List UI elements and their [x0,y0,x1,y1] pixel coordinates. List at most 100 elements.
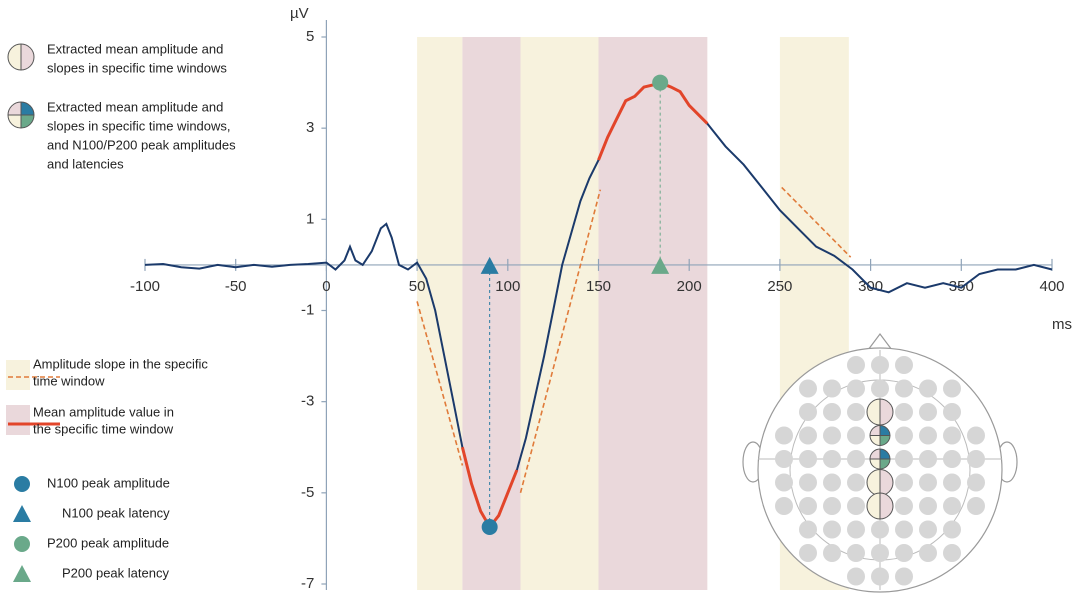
electrode [823,520,841,539]
pie-icon [21,115,34,128]
electrode [967,426,985,445]
electrode [895,426,913,445]
pie-icon [880,459,890,469]
legend-label: N100 peak amplitude [47,475,170,490]
pie-icon [880,435,890,446]
electrode [799,426,817,445]
peak-latency [651,256,670,274]
pie-icon [880,399,893,425]
legend-label: Extracted mean amplitude and [47,99,223,114]
legend-label: P200 peak latency [62,565,169,580]
electrode [895,497,913,515]
electrode [799,379,817,398]
y-tick-label: -1 [301,301,314,318]
pie-icon [880,425,890,436]
electrode [895,379,913,398]
electrode [919,520,937,539]
electrode [871,520,889,539]
x-tick-label: 100 [495,278,520,295]
electrode [871,567,889,586]
electrode [823,426,841,445]
time-window [598,37,708,590]
x-tick-label: 0 [322,278,330,295]
electrode [895,473,913,492]
electrode [847,520,865,539]
slope-line [781,186,852,258]
electrode [775,450,793,468]
x-tick-label: 150 [586,278,611,295]
legend-label: Extracted mean amplitude and [47,41,223,56]
pie-icon [880,493,893,519]
electrode [775,473,793,492]
y-axis-label: µV [290,5,309,22]
legend-label: P200 peak amplitude [47,535,169,550]
legend-label: and N100/P200 peak amplitudes [47,137,236,152]
electrode [823,544,841,562]
electrode [895,567,913,586]
electrode [895,520,913,539]
slope-line [519,189,602,494]
electrode [895,544,913,562]
electrode [919,497,937,515]
legend-label: slopes in specific time windows [47,60,227,75]
peak-amplitude [481,519,498,536]
electrode [799,450,817,468]
pie-icon [880,449,890,459]
pie-icon [8,115,21,128]
electrode [799,544,817,562]
electrode [847,567,865,586]
electrode [847,544,865,562]
time-window [520,37,599,590]
electrode [847,379,865,398]
electrode [775,497,793,515]
electrode [943,379,961,398]
x-tick-label: 400 [1039,278,1064,295]
electrode [919,544,937,562]
y-tick-label: -7 [301,575,314,592]
pie-icon [880,469,893,496]
legend-swatch [6,360,30,390]
electrode [871,356,889,374]
electrode [871,544,889,562]
electrode [919,450,937,468]
peak-latency [480,256,499,274]
legend-label: the specific time window [33,421,174,436]
electrode [895,403,913,421]
electrode [823,473,841,492]
y-tick-label: -3 [301,393,314,410]
pie-icon [870,459,880,469]
pie-icon [867,493,880,519]
pie-icon [8,44,21,70]
electrode [847,356,865,374]
x-axis-label: ms [1052,316,1072,333]
legend-label: Amplitude slope in the specific [33,356,208,371]
electrode [967,497,985,515]
slope-line [416,301,464,466]
legend-label: N100 peak latency [62,505,170,520]
electrode [943,520,961,539]
electrode [799,473,817,492]
electrode [919,403,937,421]
electrode [919,426,937,445]
electrode [799,497,817,515]
x-tick-label: -100 [130,278,160,295]
electrode [847,497,865,515]
electrode [919,473,937,492]
electrode [847,426,865,445]
legend-marker [13,505,31,522]
electrode [823,403,841,421]
pie-icon [867,469,880,496]
waveform [144,81,1053,529]
electrode [799,403,817,421]
y-tick-label: 3 [306,119,314,136]
x-tick-label: 50 [409,278,426,295]
electrode [799,520,817,539]
y-tick-label: 1 [306,210,314,227]
y-tick-label: 5 [306,28,314,45]
legend-marker [13,565,31,582]
electrode [823,450,841,468]
electrode [847,403,865,421]
x-tick-label: -50 [225,278,247,295]
electrode [895,356,913,374]
